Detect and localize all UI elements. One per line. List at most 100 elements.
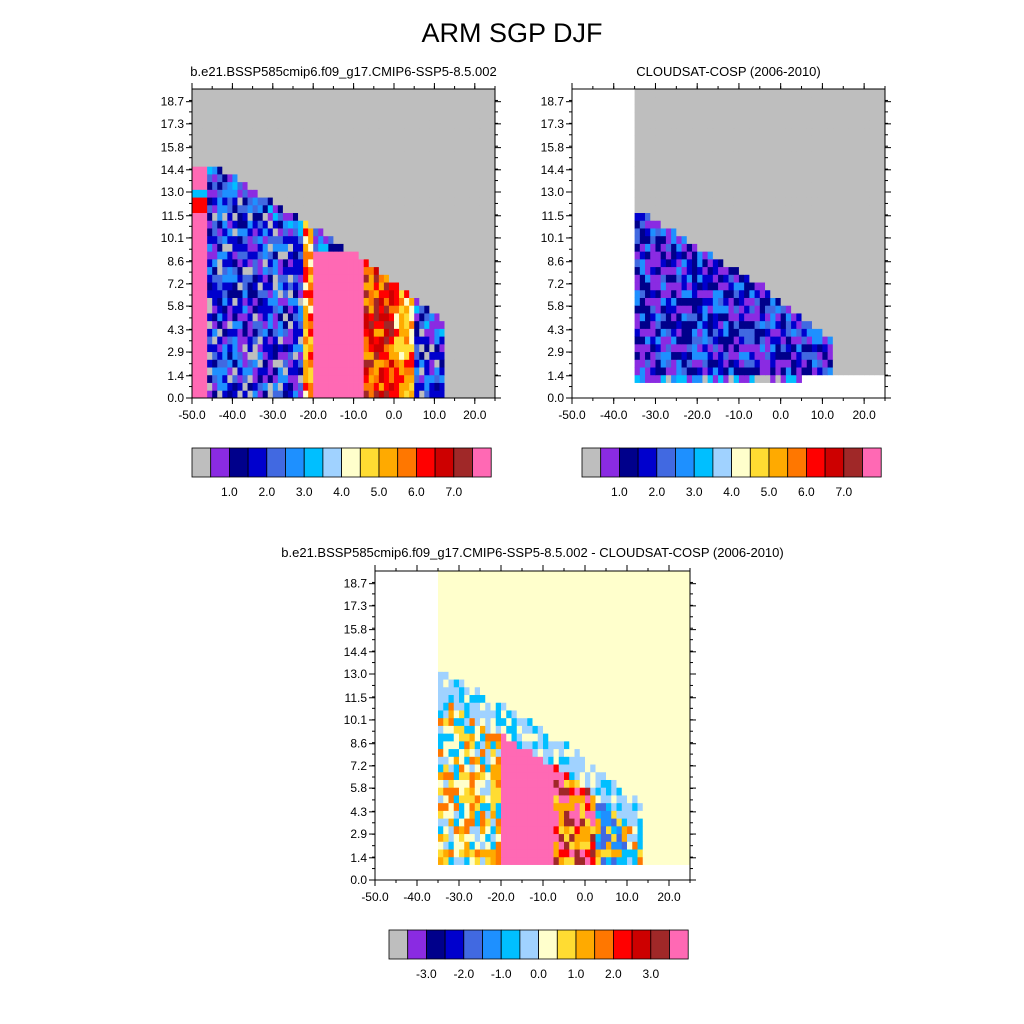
heatmap-cell [434, 220, 440, 229]
heatmap-cell [449, 336, 455, 345]
heatmap-cell [723, 112, 729, 121]
heatmap-cell [318, 305, 324, 314]
heatmap-cell [202, 320, 208, 329]
heatmap-cell [869, 274, 875, 283]
heatmap-cell [479, 320, 486, 329]
heatmap-cell [838, 189, 844, 198]
heatmap-cell [373, 258, 380, 268]
heatmap-cell [282, 158, 289, 167]
heatmap-cell [718, 243, 724, 252]
heatmap-cell [770, 204, 776, 214]
heatmap-cell [843, 266, 849, 275]
heatmap-cell [474, 166, 481, 175]
heatmap-cell [443, 841, 449, 850]
heatmap-cell [655, 320, 662, 329]
heatmap-cell [765, 367, 771, 376]
heatmap-cell [323, 228, 329, 237]
heatmap-cell [853, 189, 860, 198]
heatmap-cell [207, 390, 213, 399]
heatmap-cell [733, 297, 740, 306]
heatmap-cell [639, 328, 646, 337]
heatmap-cell [864, 243, 870, 252]
heatmap-cell [645, 104, 651, 113]
heatmap-cell [686, 112, 693, 121]
heatmap-cell [707, 374, 714, 383]
heatmap-cell [207, 204, 213, 214]
heatmap-cell [459, 158, 466, 167]
heatmap-cell [227, 89, 233, 98]
heatmap-cell [681, 212, 688, 221]
heatmap-cell [192, 173, 198, 183]
heatmap-cell [489, 189, 496, 198]
heatmap-cell [801, 181, 808, 190]
heatmap-cell [192, 266, 198, 275]
heatmap-cell [439, 359, 445, 368]
heatmap-cell [728, 158, 735, 167]
heatmap-cell [404, 235, 410, 244]
heatmap-cell [697, 158, 703, 167]
heatmap-cell [744, 150, 750, 159]
heatmap-cell [343, 212, 349, 221]
heatmap-cell [247, 127, 253, 136]
heatmap-cell [459, 251, 466, 260]
heatmap-cell [207, 266, 213, 275]
heatmap-cell [237, 96, 243, 105]
heatmap-cell [864, 351, 870, 360]
heatmap-cell [553, 810, 560, 819]
heatmap-cell [464, 251, 471, 260]
heatmap-cell [838, 266, 844, 275]
heatmap-cell [674, 849, 680, 858]
heatmap-cell [333, 89, 339, 98]
heatmap-cell [348, 289, 354, 298]
heatmap-cell [697, 251, 703, 260]
heatmap-cell [217, 351, 223, 360]
heatmap-cell [338, 104, 344, 113]
heatmap-cell [469, 343, 476, 353]
heatmap-cell [655, 127, 662, 136]
heatmap-cell [202, 251, 208, 260]
heatmap-cell [639, 297, 646, 306]
heatmap-cell [733, 158, 740, 167]
heatmap-cell [313, 143, 319, 152]
heatmap-cell [489, 390, 496, 399]
heatmap-cell [858, 150, 865, 159]
heatmap-cell [479, 112, 486, 121]
heatmap-cell [822, 220, 829, 229]
heatmap-cell [242, 119, 248, 129]
heatmap-cell [691, 189, 698, 198]
heatmap-cell [595, 841, 602, 850]
heatmap-cell [648, 818, 654, 827]
heatmap-cell [212, 274, 218, 283]
heatmap-cell [453, 825, 460, 835]
heatmap-cell [754, 96, 761, 105]
heatmap-cell [785, 274, 792, 283]
heatmap-cell [796, 266, 802, 275]
heatmap-cell [785, 228, 792, 237]
heatmap-cell [691, 181, 698, 190]
heatmap-cell [489, 351, 496, 360]
heatmap-cell [770, 173, 776, 183]
heatmap-cell [298, 289, 304, 298]
heatmap-cell [247, 390, 253, 399]
heatmap-cell [429, 189, 435, 198]
y-tick-label: 17.3 [541, 117, 565, 131]
heatmap-cell [217, 143, 223, 152]
heatmap-cell [247, 189, 253, 198]
heatmap-cell [202, 359, 208, 368]
heatmap-cell [634, 343, 641, 353]
heatmap-cell [655, 282, 662, 291]
heatmap-cell [232, 251, 238, 260]
heatmap-cell [343, 228, 349, 237]
heatmap-cell [738, 166, 745, 175]
heatmap-cell [697, 143, 703, 152]
heatmap-cell [718, 212, 724, 221]
heatmap-cell [318, 119, 324, 129]
colorbar-label: 1.0 [611, 485, 628, 499]
heatmap-cell [639, 181, 646, 190]
heatmap-cell [495, 849, 502, 858]
heatmap-cell [858, 173, 865, 183]
heatmap-cell [874, 112, 881, 121]
heatmap-cell [806, 166, 813, 175]
heatmap-cell [718, 104, 724, 113]
heatmap-cell [469, 282, 476, 291]
